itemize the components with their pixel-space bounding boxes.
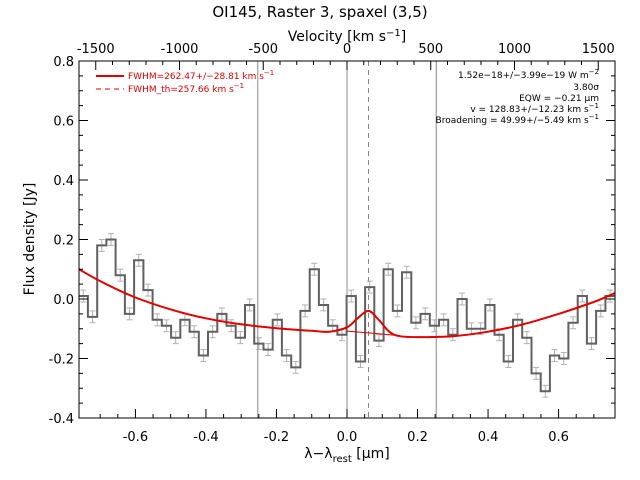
- top-axis-label-sup: −1: [386, 28, 401, 39]
- x-tick-label: 0.2: [407, 430, 428, 445]
- y-tick-label: 0.8: [53, 55, 74, 70]
- legend-entry-2: FWHM_th=257.66 km s−1: [128, 82, 244, 95]
- y-axis-label: Flux density [Jy]: [22, 183, 38, 296]
- x-tick-label: 0.0: [337, 430, 358, 445]
- top-tick-label: -500: [248, 42, 278, 57]
- top-axis-label-end: ]: [401, 29, 406, 45]
- top-tick-label: -1500: [77, 42, 115, 57]
- chart-title: OI145, Raster 3, spaxel (3,5): [212, 3, 427, 21]
- annotation-flux-sup: −2: [589, 68, 599, 76]
- continuum-line: [346, 330, 400, 337]
- annotation-sigma: 3.80σ: [573, 83, 599, 93]
- legend: FWHM=262.47+/−28.81 km s−1 FWHM_th=257.6…: [96, 69, 274, 95]
- x-tick-label: 0.4: [478, 430, 499, 445]
- y-tick-label: 0.4: [53, 174, 74, 189]
- top-axis-label-text: Velocity [km s: [288, 29, 386, 45]
- annotation-velocity-sup: −1: [589, 102, 599, 110]
- x-tick-label: -0.2: [264, 430, 289, 445]
- annotation-broadening-sup: −1: [589, 113, 599, 121]
- annotations: 1.52e−18+/−3.99e−19 W m−2 3.80σ EQW = −0…: [436, 68, 600, 126]
- y-tick-label: 0.2: [53, 234, 74, 249]
- plot-frame: [78, 60, 616, 419]
- legend-entry-2-sup: −1: [234, 82, 244, 90]
- top-tick-label: 1000: [498, 42, 531, 57]
- legend-entry-1: FWHM=262.47+/−28.81 km s−1: [128, 69, 274, 82]
- annotation-broadening: Broadening = 49.99+/−5.49 km s−1: [436, 113, 599, 126]
- top-tick-label: -1000: [161, 42, 199, 57]
- x-tick-label: 0.6: [548, 430, 569, 445]
- annotation-velocity-text: v = 128.83+/−12.23 km s: [470, 105, 589, 115]
- top-tick-label: 1500: [582, 42, 615, 57]
- fit-curve: [78, 268, 616, 339]
- legend-entry-1-text: FWHM=262.47+/−28.81 km s: [128, 72, 264, 82]
- annotation-eqw: EQW = −0.21 μm: [519, 94, 599, 104]
- x-axis-label: λ−λrest [μm]: [304, 446, 389, 465]
- y-tick-label: -0.2: [49, 353, 74, 368]
- x-axis-label-unit: [μm]: [352, 446, 390, 462]
- x-tick-label: -0.4: [193, 430, 218, 445]
- x-tick-label: -0.6: [123, 430, 148, 445]
- y-tick-label: 0.0: [53, 293, 74, 308]
- y-tick-label: 0.6: [53, 115, 74, 130]
- top-tick-label: 0: [343, 42, 351, 57]
- y-tick-label: -0.4: [49, 412, 74, 427]
- annotation-velocity: v = 128.83+/−12.23 km s−1: [470, 102, 599, 115]
- legend-entry-1-sup: −1: [264, 69, 274, 77]
- top-axis-label: Velocity [km s−1]: [288, 28, 407, 45]
- x-axis-label-sub: rest: [333, 454, 352, 465]
- annotation-broadening-text: Broadening = 49.99+/−5.49 km s: [436, 116, 589, 126]
- top-tick-label: 500: [418, 42, 443, 57]
- annotation-flux: 1.52e−18+/−3.99e−19 W m−2: [458, 68, 599, 81]
- spectrum-step-line: [79, 238, 615, 393]
- annotation-flux-text: 1.52e−18+/−3.99e−19 W m: [458, 71, 589, 81]
- x-axis-label-main: λ−λ: [304, 446, 332, 462]
- legend-entry-2-text: FWHM_th=257.66 km s: [128, 85, 234, 95]
